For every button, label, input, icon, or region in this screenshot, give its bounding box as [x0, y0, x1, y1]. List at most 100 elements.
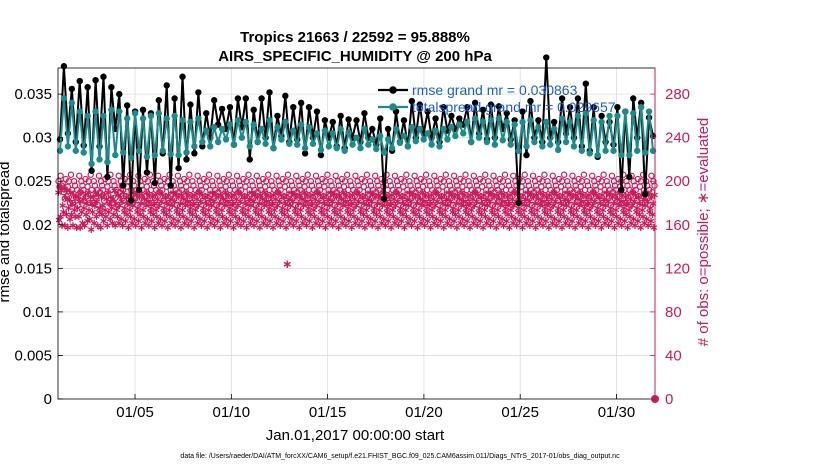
obs-evaluated-marker: ∗ — [526, 188, 535, 201]
obs-evaluated-marker: ∗ — [235, 212, 244, 225]
obs-evaluated-marker: ∗ — [446, 195, 455, 208]
obs-evaluated-marker: ∗ — [268, 221, 277, 234]
totalspread-point — [578, 147, 586, 154]
obs-evaluated-marker: ∗ — [575, 199, 584, 212]
obs-evaluated-marker: ∗ — [381, 219, 390, 232]
obs-possible-marker — [573, 186, 580, 194]
totalspread-point — [191, 143, 198, 150]
obs-evaluated-marker: ∗ — [211, 188, 220, 201]
obs-evaluated-marker: ∗ — [330, 201, 339, 214]
obs-evaluated-marker: ∗ — [536, 186, 545, 199]
totalspread-point — [630, 110, 637, 117]
obs-evaluated-marker: ∗ — [452, 221, 461, 234]
obs-evaluated-marker: ∗ — [231, 210, 240, 223]
obs-evaluated-marker: ∗ — [419, 212, 428, 225]
obs-possible-marker — [402, 199, 409, 207]
obs-evaluated-marker: ∗ — [225, 201, 234, 214]
obs-evaluated-marker: ∗ — [347, 221, 356, 234]
totalspread-point — [250, 121, 257, 128]
obs-evaluated-marker: ∗ — [192, 210, 201, 223]
obs-evaluated-marker: ∗ — [541, 214, 550, 227]
obs-evaluated-marker: ∗ — [425, 208, 434, 221]
obs-evaluated-marker: ∗ — [196, 195, 205, 208]
obs-evaluated-marker: ∗ — [362, 210, 371, 223]
obs-evaluated-marker: ∗ — [202, 197, 211, 210]
obs-possible-marker — [287, 178, 295, 185]
obs-possible-marker — [509, 201, 516, 209]
obs-evaluated-marker: ∗ — [154, 217, 163, 230]
obs-possible-marker — [194, 172, 201, 179]
obs-evaluated-marker: ∗ — [414, 204, 423, 217]
obs-evaluated-marker: ∗ — [573, 210, 582, 223]
totalspread-point — [582, 110, 590, 117]
obs-evaluated-marker: ∗ — [262, 195, 271, 208]
obs-evaluated-marker: ∗ — [284, 210, 293, 223]
obs-possible-marker — [544, 178, 551, 185]
obs-evaluated-marker: ∗ — [565, 219, 574, 232]
obs-evaluated-marker: ∗ — [307, 197, 316, 210]
obs-evaluated-marker: ∗ — [613, 193, 622, 206]
obs-evaluated-marker: ∗ — [535, 199, 544, 212]
rmse-point — [464, 103, 471, 111]
obs-evaluated-marker: ∗ — [645, 206, 654, 219]
obs-evaluated-marker: ∗ — [232, 193, 241, 206]
obs-evaluated-marker: ∗ — [82, 197, 91, 210]
totalspread-point — [72, 147, 79, 154]
obs-evaluated-marker: ∗ — [440, 188, 449, 201]
y-tick-right-label: 40 — [665, 347, 682, 364]
obs-evaluated-marker: ∗ — [252, 201, 261, 214]
obs-possible-marker — [556, 193, 564, 200]
obs-possible-marker — [528, 201, 536, 209]
obs-evaluated-marker: ∗ — [87, 197, 96, 210]
totalspread-point — [424, 130, 431, 137]
obs-evaluated-marker: ∗ — [586, 210, 595, 223]
obs-possible-marker — [370, 201, 378, 209]
obs-evaluated-marker: ∗ — [476, 214, 485, 227]
obs-evaluated-marker: ∗ — [429, 193, 438, 206]
obs-evaluated-marker: ∗ — [549, 199, 558, 212]
obs-possible-marker — [632, 186, 639, 194]
obs-evaluated-marker: ∗ — [610, 221, 619, 234]
obs-evaluated-marker: ∗ — [566, 206, 575, 219]
obs-evaluated-marker: ∗ — [298, 193, 307, 206]
obs-evaluated-marker: ∗ — [343, 206, 352, 219]
y-tick-left-label: 0 — [44, 391, 52, 408]
obs-possible-marker — [122, 193, 130, 200]
obs-evaluated-marker: ∗ — [135, 208, 144, 221]
obs-evaluated-marker: ∗ — [368, 219, 377, 232]
obs-evaluated-marker: ∗ — [129, 186, 138, 199]
obs-evaluated-marker: ∗ — [625, 210, 634, 223]
obs-evaluated-marker: ∗ — [593, 201, 602, 214]
totalspread-point — [120, 149, 127, 156]
obs-evaluated-marker: ∗ — [132, 188, 141, 201]
obs-evaluated-marker: ∗ — [186, 201, 195, 214]
obs-evaluated-marker: ∗ — [309, 204, 318, 217]
obs-evaluated-marker: ∗ — [204, 204, 213, 217]
obs-possible-marker — [599, 199, 606, 207]
obs-evaluated-marker: ∗ — [479, 188, 488, 201]
obs-evaluated-marker: ∗ — [335, 204, 344, 217]
obs-possible-marker — [233, 172, 241, 179]
obs-evaluated-marker: ∗ — [635, 208, 644, 221]
obs-evaluated-marker: ∗ — [333, 208, 342, 221]
totalspread-point — [116, 108, 123, 115]
obs-evaluated-marker: ∗ — [225, 206, 234, 219]
totalspread-point — [274, 124, 281, 131]
obs-possible-marker — [76, 172, 83, 179]
obs-evaluated-marker: ∗ — [639, 193, 648, 206]
obs-possible-marker — [347, 178, 354, 185]
totalspread-point — [214, 138, 222, 146]
obs-evaluated-marker: ∗ — [492, 221, 501, 234]
obs-evaluated-marker: ∗ — [569, 208, 578, 221]
obs-possible-marker — [510, 172, 517, 179]
obs-evaluated-marker: ∗ — [150, 221, 159, 234]
obs-evaluated-marker: ∗ — [209, 195, 218, 208]
totalspread-point — [558, 115, 566, 122]
obs-evaluated-marker: ∗ — [601, 199, 610, 212]
obs-evaluated-marker: ∗ — [522, 199, 531, 212]
totalspread-point — [598, 118, 605, 126]
obs-evaluated-marker: ∗ — [548, 217, 557, 230]
obs-evaluated-marker: ∗ — [503, 190, 512, 203]
obs-evaluated-marker: ∗ — [422, 201, 431, 214]
obs-evaluated-marker: ∗ — [615, 186, 624, 199]
